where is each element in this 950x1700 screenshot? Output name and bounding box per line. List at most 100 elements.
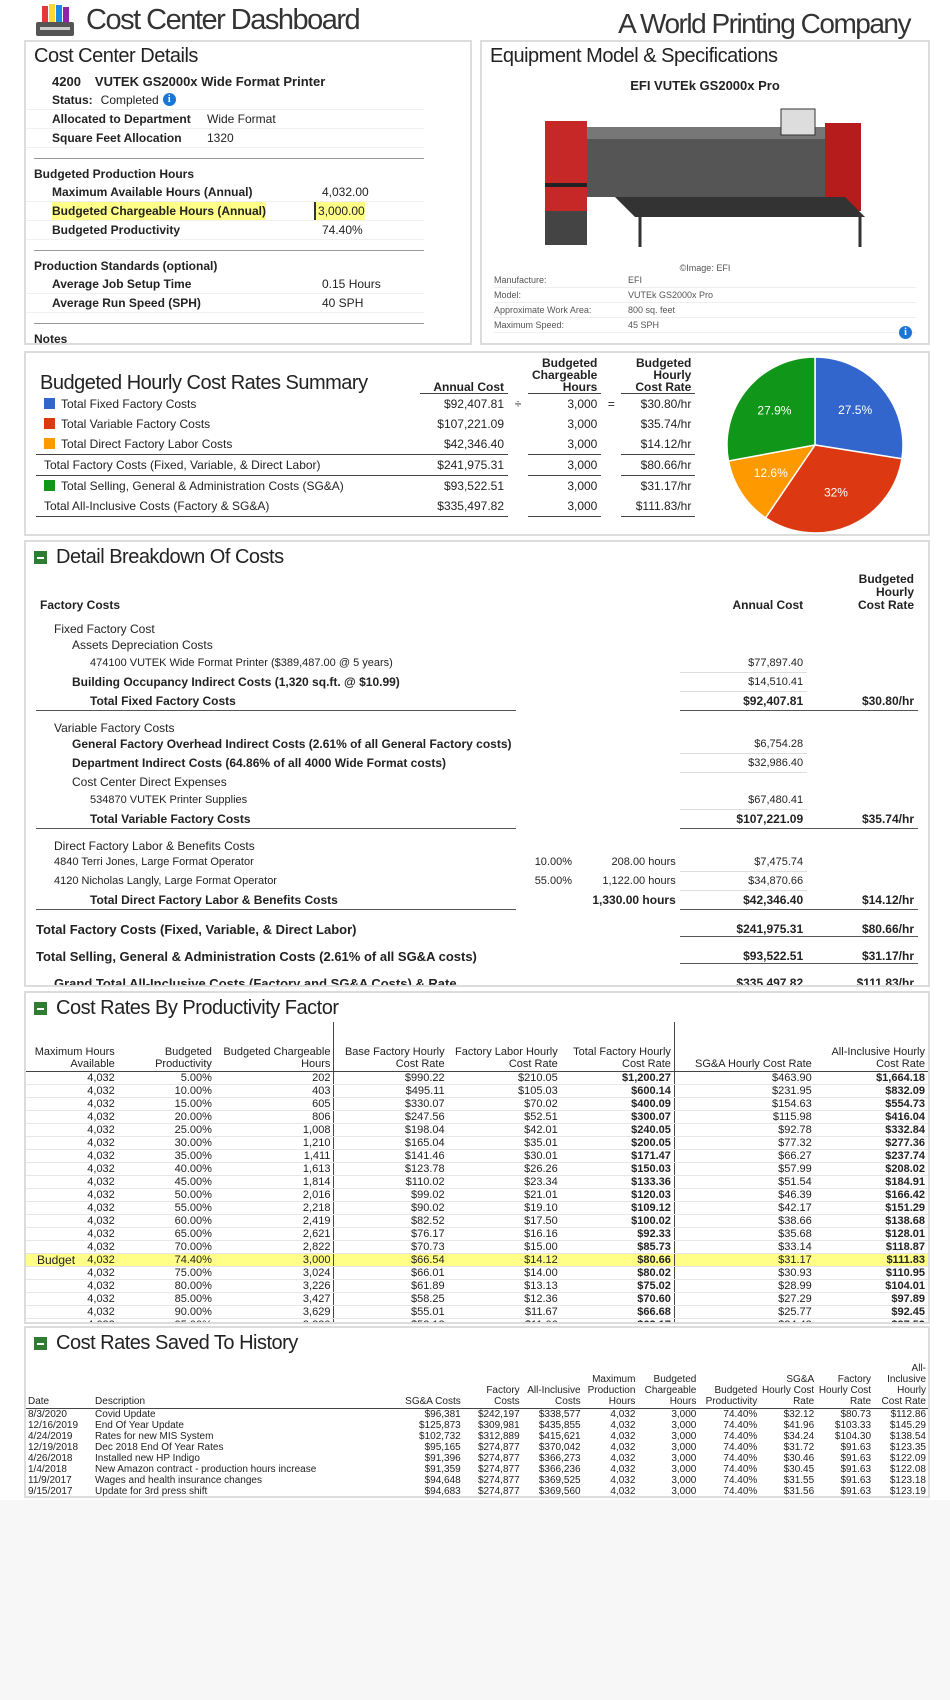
cell-value: $115.98 [772,1111,812,1123]
field-value: 3,000.00 [314,202,365,220]
row-label: Total Direct Factory Labor & Benefits Co… [36,890,516,910]
history-cell: $32.12 [783,1409,815,1420]
history-table: Date Description SG&A Costs Factory Costs Al… [26,1363,928,1497]
cell-value: $75.02 [637,1280,671,1292]
productivity-cell: 403 [214,1084,335,1098]
hours [576,636,680,654]
cell-value: $46.39 [778,1189,812,1201]
cell-value: $66.01 [410,1267,445,1279]
cell-value: 2,218 [302,1202,331,1214]
productivity-cell: 4,032 [26,1240,118,1254]
summary-label-text: Total Direct Factory Labor Costs [61,437,233,451]
breakdown-row: Total Fixed Factory Costs $92,407.81 $30.8… [36,691,918,711]
info-icon[interactable]: i [162,93,176,106]
collapse-button[interactable] [34,1337,47,1350]
cell-value: $52.12 [411,1319,445,1322]
cell-value: $111.83 [886,1254,925,1266]
company-name: A World Printing Company [618,8,911,39]
printer-part [825,123,861,211]
productivity-cell: 202 [214,1071,335,1085]
pie-slice [814,356,904,460]
productivity-cell: $52.12 [333,1318,448,1322]
field-row: Budgeted Productivity 74.40% [26,221,424,240]
cell-value: $70.02 [524,1098,558,1110]
cell-value: 70.00% [174,1241,212,1253]
productivity-cell: $87.59 [814,1318,928,1322]
productivity-cell: $38.66 [674,1214,815,1228]
summary-row: Total Direct Factory Labor Costs $42,346.… [36,434,696,455]
productivity-cell: $110.95 [814,1266,928,1280]
section-title: Detail Breakdown Of Costs [56,546,284,568]
column-header: Budgeted Chargeable Hours [637,1363,699,1409]
cell-value: $495.11 [405,1085,445,1097]
logo-icon [36,4,74,36]
subsection-title: Budgeted Production Hours [34,167,194,181]
productivity-cell: $416.04 [814,1110,928,1124]
productivity-cell: $1,664.18 [814,1071,928,1085]
summary-row: Total Fixed Factory Costs $92,407.81 ÷ 3,00… [36,394,695,415]
history-cell: 4,032 [610,1420,636,1431]
breakdown-row: Fixed Factory Cost [36,612,918,636]
history-cell: 4,032 [610,1409,636,1420]
cell-value: $70.73 [410,1241,445,1253]
productivity-row: 4,032 25.00% 1,008 $198.04 $42.01 $240.05 $92.… [26,1123,928,1137]
printer-part [545,121,587,211]
operator [508,496,528,517]
productivity-cell: $92.78 [674,1123,815,1137]
spec-row: Maximum Speed: 45 SPH [494,318,916,333]
history-cell: $91.63 [840,1464,872,1475]
hourly-rate: $35.74/hr [640,417,692,431]
operator [508,434,528,455]
cell-value: 4,032 [87,1072,115,1084]
productivity-cell: $33.14 [674,1240,815,1254]
collapse-button[interactable] [34,551,47,564]
cell-value: $35.68 [778,1228,812,1240]
productivity-cell: $31.17 [674,1253,815,1267]
productivity-row: Budget 4,032 74.40% 3,000 $66.54 $14.12 $80.66… [26,1253,928,1267]
cell-value: $165.04 [404,1137,445,1149]
cell-value: $80.66 [637,1254,671,1266]
operator [508,414,528,434]
productivity-cell: 4,032 [26,1292,118,1306]
percent [516,636,577,654]
percent [516,654,577,673]
percent [516,773,577,792]
history-cell: $312,889 [477,1431,520,1442]
cell-value: 4,032 [87,1137,115,1149]
productivity-cell: 80.00% [117,1279,215,1293]
subsection-title: Production Standards (optional) [34,259,218,273]
productivity-cell: 90.00% [117,1305,215,1319]
history-cell: 4,032 [610,1464,636,1475]
hours [576,964,680,986]
productivity-cell: 1,008 [214,1123,335,1137]
productivity-cell: 605 [214,1097,335,1111]
cell-value: $51.54 [778,1176,812,1188]
cell-value: $554.73 [885,1098,925,1110]
column-header: Budgeted Chargeable Hours [528,357,602,394]
printer-part [780,108,816,136]
productivity-cell: $111.83 [814,1253,928,1267]
productivity-cell: $240.05 [560,1123,675,1137]
annual-cost: $107,221.09 [679,809,808,829]
cell-value: $15.00 [524,1241,558,1253]
separator [34,250,424,251]
info-icon[interactable]: i [899,326,912,339]
row-label: Department Indirect Costs (64.86% of all… [72,756,446,770]
hourly-rate: $31.17/hr [640,479,692,493]
column-header: Base Factory Hourly Cost Rate [333,1022,448,1072]
breakdown-row: Building Occupancy Indirect Costs (1,320… [36,672,918,692]
breakdown-row: Total Direct Factory Labor & Benefits Co… [36,890,918,910]
productivity-cell: 60.00% [117,1214,215,1228]
field-value: 1320 [207,131,234,145]
row-label: 534870 VUTEK Printer Supplies [90,794,248,807]
pie-chart: 27.5% 32% 12.6% 27.9% [726,356,904,534]
row-label: Variable Factory Costs [54,721,175,735]
history-row: 4/24/2019 Rates for new MIS System $102,73… [26,1431,928,1442]
column-header: Factory Costs [40,598,121,612]
legend-swatch [44,397,55,409]
hourly-rate: $14.12/hr [807,890,918,910]
chargeable-hours: 3,000 [567,479,598,493]
history-cell: 9/15/2017 [28,1486,73,1497]
collapse-button[interactable] [34,1002,47,1015]
cell-value: 4,032 [87,1085,115,1097]
